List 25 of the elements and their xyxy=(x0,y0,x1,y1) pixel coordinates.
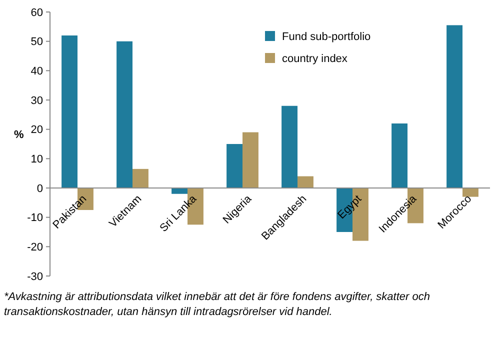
y-tick-label: 40 xyxy=(30,66,43,78)
bar xyxy=(282,106,298,188)
text: *Avkastning är attributionsdata vilket innebär att det är före fondens avgifter, skatter och transaktionskostnader, utan hänsyn till intradagsrörelser vid handel. xyxy=(4,291,430,318)
y-tick-label: 0 xyxy=(36,182,43,195)
y-tick-label: 30 xyxy=(30,94,43,107)
y-tick-label: 60 xyxy=(30,6,43,19)
y-axis-title: % xyxy=(14,128,24,141)
bar xyxy=(392,123,408,188)
bar xyxy=(462,188,478,197)
legend-label: Fund sub-portfolio xyxy=(282,30,371,43)
bar xyxy=(62,35,78,188)
y-tick-label: 10 xyxy=(30,154,43,166)
y-tick-label: -30 xyxy=(27,270,43,283)
bar xyxy=(446,25,462,188)
y-tick-label: -10 xyxy=(27,212,43,224)
y-tick-label: -20 xyxy=(27,242,43,254)
legend-label: country index xyxy=(282,52,348,65)
bar xyxy=(242,132,258,188)
bar xyxy=(226,144,242,188)
bar xyxy=(132,168,148,188)
y-tick-label: 50 xyxy=(30,36,43,48)
bar xyxy=(172,188,188,194)
bar xyxy=(116,41,132,188)
bar xyxy=(298,176,314,188)
y-tick-label: 20 xyxy=(30,124,43,136)
